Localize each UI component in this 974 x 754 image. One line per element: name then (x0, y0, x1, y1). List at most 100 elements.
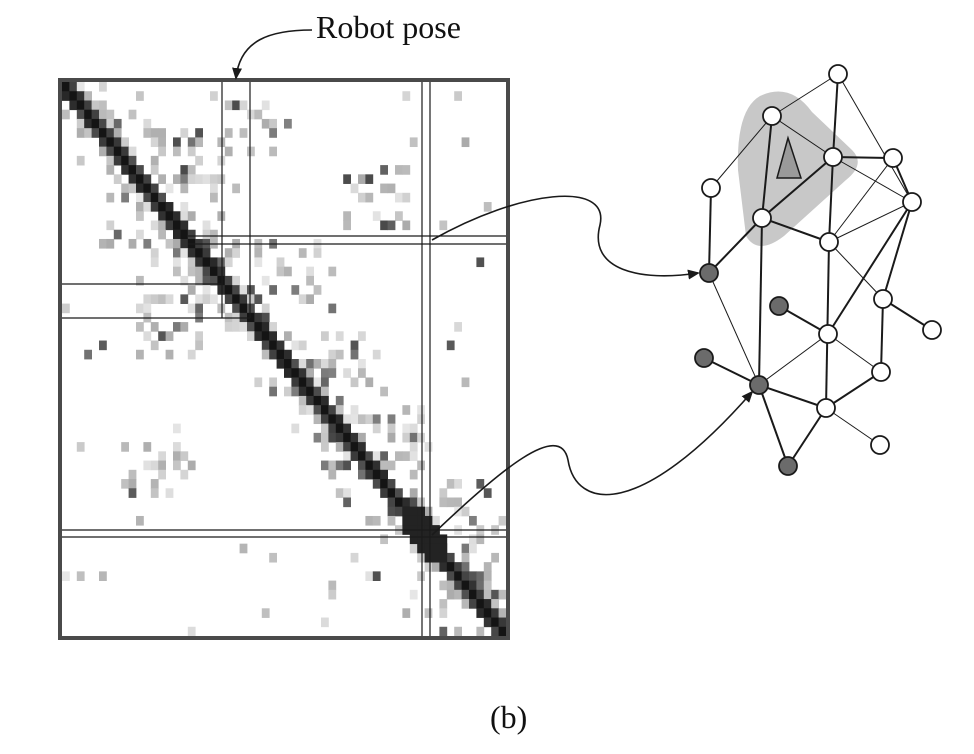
matrix-cell (76, 109, 85, 120)
matrix-cell (424, 506, 433, 517)
matrix-cell (136, 349, 144, 360)
matrix-cell (372, 469, 381, 480)
matrix-cell (476, 580, 485, 591)
matrix-cell (128, 479, 137, 489)
matrix-cell (335, 432, 344, 443)
graph-edge (828, 157, 894, 243)
matrix-cell (106, 137, 115, 148)
matrix-cell (461, 137, 470, 148)
matrix-cell (62, 91, 70, 101)
matrix-cell (365, 414, 374, 425)
matrix-cell (461, 580, 470, 591)
matrix-cell (424, 608, 433, 618)
matrix-cell (365, 571, 374, 581)
matrix-cell (402, 423, 411, 434)
graph-node-open (819, 232, 839, 252)
matrix-cell (387, 497, 396, 508)
matrix-cell (195, 340, 203, 351)
matrix-cell (454, 580, 462, 591)
matrix-cell (387, 506, 396, 517)
matrix-cell (180, 165, 189, 175)
robot-pose-triangle-icon (776, 135, 803, 179)
matrix-cell (409, 469, 418, 480)
matrix-cell (395, 497, 403, 508)
matrix-cell (276, 340, 285, 351)
graph-node-filled (694, 348, 714, 368)
matrix-cell (106, 192, 115, 203)
matrix-cell (306, 294, 314, 304)
matrix-cell (454, 589, 462, 600)
graph-edge (832, 156, 894, 159)
matrix-cell (106, 238, 115, 249)
matrix-cell (395, 488, 403, 498)
matrix-cell (99, 571, 107, 581)
graph-edge (825, 407, 881, 446)
matrix-cell (187, 248, 196, 258)
matrix-cell (483, 599, 492, 609)
matrix-cell (402, 451, 411, 461)
matrix-cell (291, 285, 300, 295)
matrix-cell (150, 488, 159, 498)
matrix-cell (150, 220, 159, 231)
graph-node-open (873, 289, 893, 309)
matrix-cell (210, 266, 218, 277)
matrix-cell (432, 543, 440, 554)
matrix-cell (372, 460, 381, 471)
matrix-cell (343, 488, 351, 498)
matrix-cell (350, 451, 359, 461)
matrix-cell (291, 340, 300, 351)
matrix-cell (128, 488, 137, 498)
matrix-cell (173, 451, 181, 461)
matrix-cell (321, 386, 329, 397)
matrix-cell (461, 506, 470, 517)
matrix-cell (247, 146, 255, 157)
matrix-cell (402, 608, 411, 618)
matrix-cell (439, 562, 448, 572)
matrix-cell (335, 405, 344, 415)
matrix-cell (350, 442, 359, 452)
matrix-cell (380, 451, 388, 461)
matrix-cell (202, 294, 211, 304)
matrix-cell (173, 238, 181, 249)
matrix-cell (247, 294, 255, 304)
matrix-cell (113, 118, 122, 129)
matrix-cell (284, 118, 292, 129)
matrix-cell (224, 100, 233, 111)
matrix-cell (210, 174, 218, 184)
graph-node-filled (749, 375, 769, 395)
matrix-cell (343, 460, 351, 471)
graph-edge (837, 73, 913, 203)
matrix-cell (150, 155, 159, 166)
graph-edge (761, 156, 834, 219)
matrix-cell (76, 91, 85, 101)
matrix-cell (143, 202, 152, 212)
matrix-cell (224, 322, 233, 332)
matrix-cell (439, 626, 448, 637)
matrix-cell (150, 183, 159, 194)
matrix-cell (106, 128, 115, 138)
matrix-cell (150, 128, 159, 138)
matrix-cell (187, 349, 196, 360)
matrix-cell (306, 359, 314, 369)
matrix-cell (165, 331, 174, 341)
matrix-cell (173, 266, 181, 277)
matrix-cell (121, 165, 129, 175)
matrix-cell (254, 331, 263, 341)
matrix-cell (136, 165, 144, 175)
matrix-cell (180, 183, 189, 194)
matrix-cell (165, 238, 174, 249)
matrix-cell (136, 322, 144, 332)
robot-pose-label: Robot pose (316, 9, 461, 45)
matrix-cell (387, 414, 396, 425)
matrix-cell (372, 571, 381, 581)
matrix-cell (99, 238, 107, 249)
matrix-cell (491, 599, 499, 609)
matrix-cell (128, 109, 137, 120)
graph-node-open (922, 320, 942, 340)
matrix-cell (461, 562, 470, 572)
matrix-cell (461, 543, 470, 554)
matrix-cell (424, 552, 433, 563)
matrix-cell (269, 128, 277, 138)
graph-edge (882, 201, 913, 300)
matrix-cell (210, 183, 218, 194)
